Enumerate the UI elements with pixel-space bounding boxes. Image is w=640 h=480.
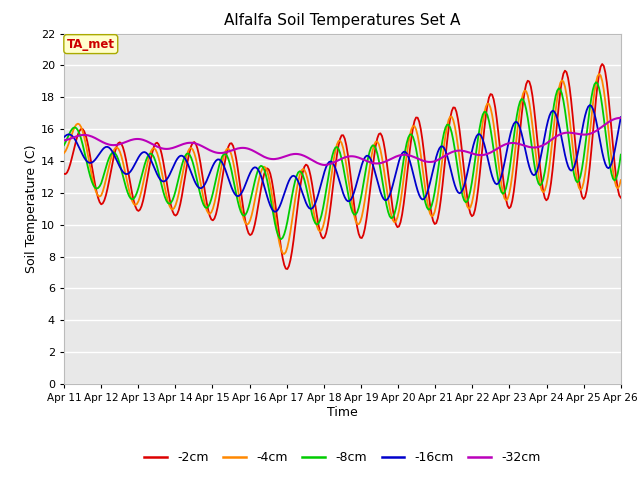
Line: -32cm: -32cm (64, 118, 621, 165)
-16cm (589, 106, 596, 112)
-2cm (284, 266, 291, 272)
-8cm (254, 168, 262, 173)
-2cm (226, 141, 234, 146)
-16cm (226, 180, 234, 186)
Line: -4cm: -4cm (64, 74, 621, 254)
-8cm (277, 236, 285, 242)
-32cm (129, 137, 136, 143)
Y-axis label: Soil Temperature (C): Soil Temperature (C) (25, 144, 38, 273)
-8cm (592, 79, 600, 85)
-32cm (588, 131, 595, 136)
-32cm (226, 148, 234, 154)
Legend: -2cm, -4cm, -8cm, -16cm, -32cm: -2cm, -4cm, -8cm, -16cm, -32cm (140, 446, 545, 469)
-32cm (617, 115, 625, 121)
Line: -8cm: -8cm (64, 82, 621, 239)
-4cm (305, 183, 313, 189)
-2cm (588, 147, 595, 153)
-4cm (595, 71, 603, 77)
-16cm (60, 134, 68, 140)
-8cm (60, 142, 68, 148)
-4cm (588, 115, 595, 121)
-32cm (321, 162, 328, 168)
Line: -2cm: -2cm (64, 64, 621, 269)
-2cm (244, 230, 252, 236)
-2cm (60, 171, 68, 177)
-16cm (254, 167, 262, 172)
-8cm (617, 152, 625, 157)
-8cm (588, 95, 595, 101)
-16cm (244, 174, 252, 180)
-2cm (598, 61, 606, 67)
-16cm (129, 166, 136, 172)
-16cm (586, 102, 594, 108)
-8cm (129, 196, 136, 202)
-16cm (617, 114, 625, 120)
-2cm (129, 191, 136, 197)
Line: -16cm: -16cm (64, 105, 621, 212)
-16cm (305, 205, 313, 211)
Title: Alfalfa Soil Temperatures Set A: Alfalfa Soil Temperatures Set A (224, 13, 461, 28)
-8cm (226, 161, 234, 167)
-16cm (271, 209, 279, 215)
-4cm (280, 251, 288, 257)
-4cm (129, 198, 136, 204)
-4cm (226, 148, 234, 154)
-2cm (617, 195, 625, 201)
-8cm (305, 198, 313, 204)
-2cm (254, 205, 262, 211)
-4cm (617, 177, 625, 183)
-4cm (254, 182, 262, 188)
-4cm (244, 221, 252, 227)
-4cm (60, 150, 68, 156)
-32cm (254, 151, 262, 156)
-8cm (244, 204, 252, 210)
-2cm (305, 167, 313, 172)
-32cm (244, 146, 252, 152)
X-axis label: Time: Time (327, 406, 358, 419)
-32cm (303, 155, 311, 160)
Text: TA_met: TA_met (67, 37, 115, 50)
-32cm (60, 138, 68, 144)
